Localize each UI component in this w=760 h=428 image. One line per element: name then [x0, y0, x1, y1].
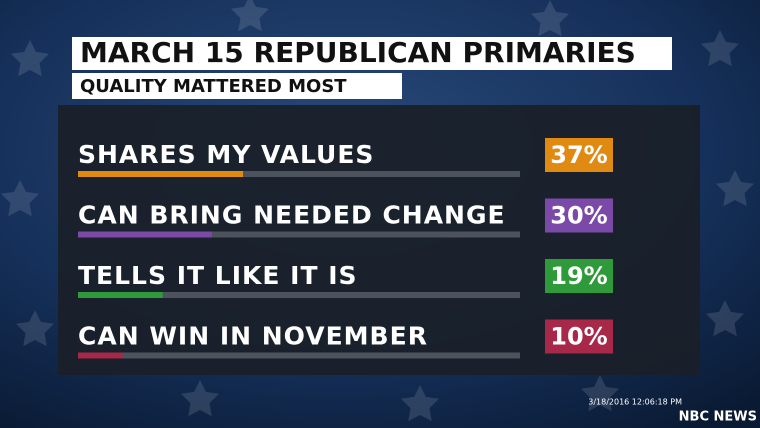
bar — [78, 231, 212, 238]
bar — [78, 171, 244, 177]
value-label: 30% — [550, 202, 607, 230]
bar-track — [78, 171, 520, 177]
value-label: 37% — [550, 141, 607, 169]
value-label: 10% — [550, 323, 607, 351]
bar — [78, 292, 163, 298]
category-label: CAN WIN IN NOVEMBER — [78, 322, 428, 351]
bar-track — [78, 231, 520, 238]
value-box — [545, 319, 613, 354]
subtitle-box — [72, 73, 402, 99]
bar-track — [78, 292, 520, 298]
value-box — [545, 259, 613, 293]
bar-track — [78, 352, 520, 359]
chart-title: MARCH 15 REPUBLICAN PRIMARIES — [80, 36, 636, 69]
value-box — [545, 198, 613, 233]
chart-subtitle: QUALITY MATTERED MOST — [80, 76, 347, 97]
value-label: 19% — [550, 262, 607, 290]
title-box — [72, 37, 672, 70]
network-logo: NBC NEWS — [679, 410, 757, 425]
bar — [78, 352, 123, 359]
category-label: TELLS IT LIKE IT IS — [78, 261, 358, 290]
category-label: CAN BRING NEEDED CHANGE — [78, 201, 506, 230]
timestamp: 3/18/2016 12:06:18 PM — [588, 398, 682, 407]
value-box — [545, 138, 613, 172]
category-label: SHARES MY VALUES — [78, 140, 374, 169]
